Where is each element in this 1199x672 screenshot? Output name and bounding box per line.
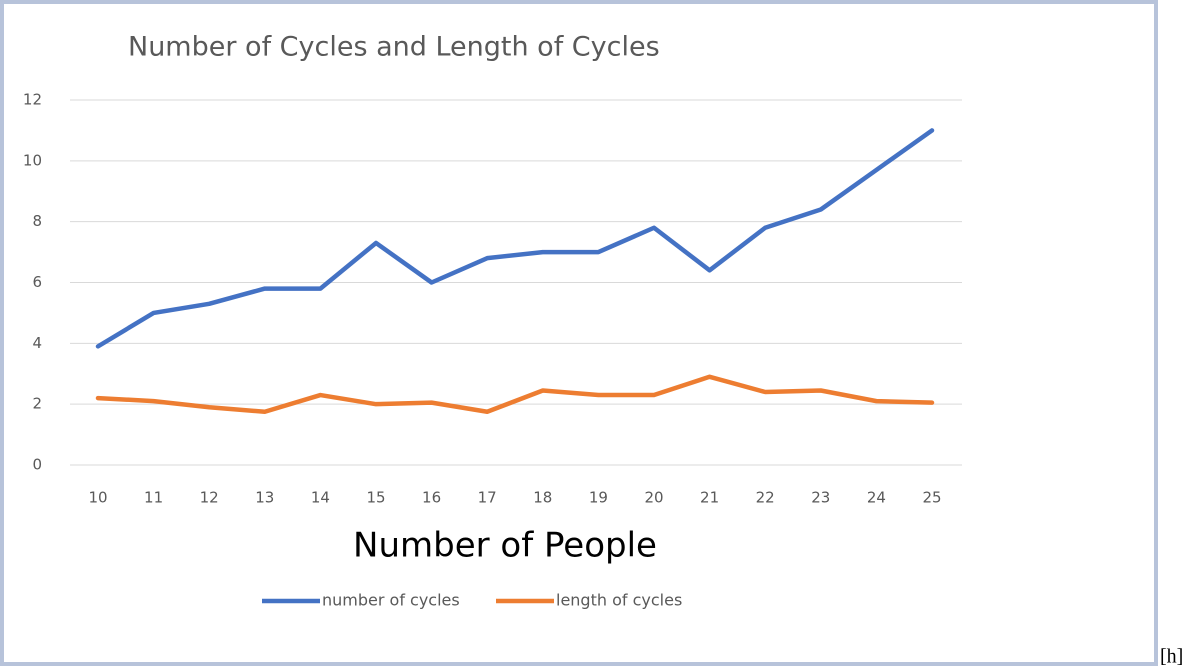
- x-tick-label: 12: [200, 489, 219, 507]
- y-tick-label: 12: [23, 91, 42, 109]
- x-tick-label: 21: [700, 489, 719, 507]
- x-tick-label: 17: [478, 489, 497, 507]
- x-tick-label: 14: [311, 489, 330, 507]
- x-axis-label: Number of People: [353, 526, 657, 566]
- y-tick-label: 10: [23, 151, 42, 169]
- legend-label: length of cycles: [556, 591, 682, 610]
- series-line: [95, 374, 935, 415]
- x-tick-label: 13: [255, 489, 274, 507]
- x-tick-label: 22: [756, 489, 775, 507]
- x-tick-label: 16: [422, 489, 441, 507]
- x-tick-label: 11: [144, 489, 163, 507]
- x-tick-label: 24: [867, 489, 886, 507]
- y-tick-label: 2: [32, 395, 42, 413]
- chart-frame: [0, 0, 1158, 666]
- y-tick-label: 8: [32, 212, 42, 230]
- x-tick-label: 15: [366, 489, 385, 507]
- legend-label: number of cycles: [322, 591, 460, 610]
- y-tick-label: 4: [32, 334, 42, 352]
- chart-title: Number of Cycles and Length of Cycles: [128, 32, 660, 63]
- x-tick-label: 10: [88, 489, 107, 507]
- series-line: [95, 128, 935, 349]
- x-tick-label: 25: [922, 489, 941, 507]
- y-tick-label: 0: [32, 456, 42, 474]
- x-tick-label: 20: [644, 489, 663, 507]
- x-tick-label: 19: [589, 489, 608, 507]
- x-tick-label: 18: [533, 489, 552, 507]
- caption: [h]: [1160, 646, 1183, 668]
- y-tick-label: 6: [32, 273, 42, 291]
- x-tick-label: 23: [811, 489, 830, 507]
